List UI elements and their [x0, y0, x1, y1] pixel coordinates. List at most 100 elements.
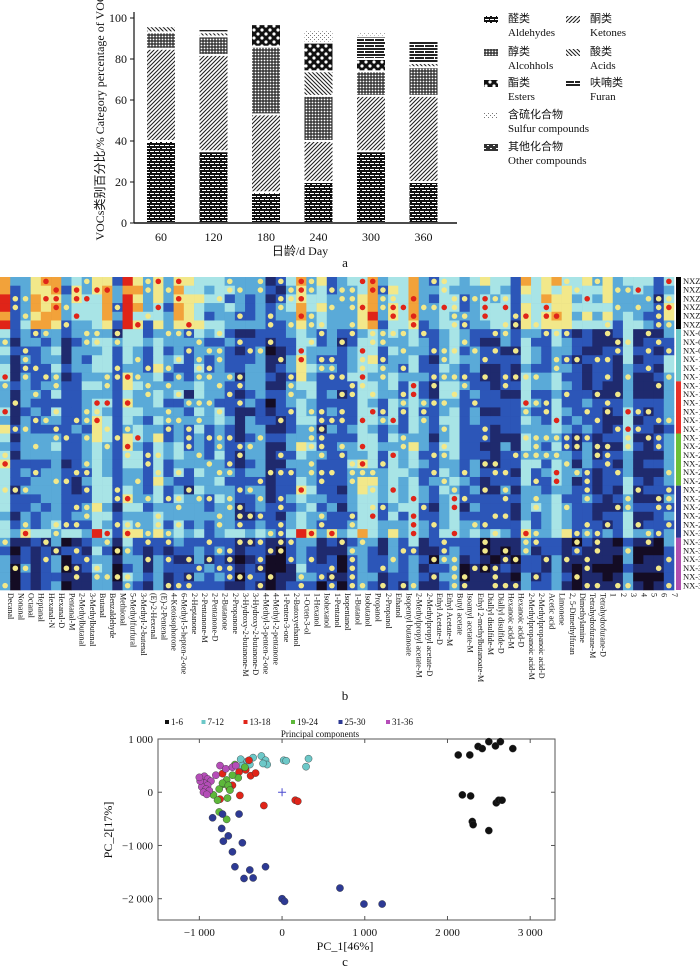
panel-c-xtick-label: −1 000 [184, 927, 215, 939]
heatmap-peak [359, 443, 366, 450]
heatmap-cell [91, 537, 103, 547]
heatmap-peak [329, 469, 335, 476]
heatmap-cell [510, 390, 522, 400]
heatmap-cell [439, 572, 450, 582]
heatmap-cell [40, 503, 52, 513]
heatmap-cell [20, 503, 31, 513]
heatmap-peak [22, 313, 29, 319]
heatmap-peak [451, 556, 458, 563]
heatmap-cell [255, 520, 266, 530]
heatmap-peak [247, 574, 253, 580]
heatmap-cell [428, 511, 440, 521]
heatmap-cell [551, 485, 562, 495]
heatmap-cell [20, 398, 31, 408]
heatmap-cell [153, 546, 164, 556]
heatmap-cell [377, 311, 389, 321]
heatmap-cell [153, 329, 164, 339]
heatmap-cell [91, 450, 103, 460]
heatmap-peak [216, 513, 223, 519]
heatmap-cell [347, 355, 358, 365]
heatmap-peak [186, 443, 192, 450]
heatmap-cell [633, 329, 644, 339]
heatmap-peak [410, 582, 417, 589]
heatmap-cell [245, 416, 256, 426]
heatmap-peak [22, 530, 29, 537]
heatmap-cell [388, 355, 399, 365]
heatmap-peak [318, 417, 325, 424]
heatmap-cell [20, 546, 31, 556]
heatmap-peak [390, 417, 396, 424]
heatmap-cell [643, 416, 654, 426]
heatmap-cell [428, 546, 440, 556]
heatmap-cell [592, 294, 603, 304]
heatmap-cell [520, 277, 532, 286]
heatmap-row-label: NXZ-05 [683, 311, 700, 321]
heatmap-cell [428, 363, 440, 373]
scatter-point-group-31-36 [216, 761, 224, 770]
heatmap-cell [388, 407, 399, 417]
heatmap-cell [204, 450, 215, 460]
heatmap-peak [12, 565, 19, 572]
heatmap-peak [237, 339, 243, 345]
heatmap-peak [441, 348, 448, 354]
heatmap-peak [339, 452, 345, 459]
heatmap-peak [237, 382, 243, 389]
heatmap-cell [582, 355, 593, 365]
heatmap-cell [234, 459, 246, 469]
heatmap-peak [359, 365, 366, 372]
heatmap-cell [132, 294, 144, 304]
heatmap-cell [285, 520, 297, 530]
heatmap-cell [275, 433, 287, 443]
heatmap-cell [183, 372, 195, 382]
scatter-point-group-19-24 [223, 794, 232, 802]
heatmap-peak [441, 278, 448, 285]
heatmap-peak [318, 330, 325, 337]
heatmap-peak [63, 435, 70, 441]
heatmap-cell [163, 294, 174, 304]
heatmap-cell [663, 572, 675, 582]
heatmap-peak [655, 435, 662, 441]
heatmap-cell [428, 424, 440, 434]
heatmap-cell [541, 537, 552, 547]
heatmap-cell [510, 285, 522, 295]
heatmap-cell [663, 407, 675, 417]
heatmap-peak [186, 582, 192, 589]
heatmap-peak [124, 374, 131, 380]
heatmap-column-label: Hexanal-N [47, 593, 56, 628]
heatmap-cell [377, 520, 389, 530]
heatmap-cell [30, 563, 42, 573]
panel-a-ytick-label: 60 [115, 93, 127, 107]
heatmap-cell [51, 468, 62, 478]
heatmap-cell [61, 285, 72, 295]
heatmap-cell [30, 529, 42, 539]
heatmap-cell [132, 277, 144, 286]
heatmap-cell [183, 537, 195, 547]
heatmap-cell [592, 459, 603, 469]
heatmap-cell [112, 398, 123, 408]
heatmap-cell [510, 485, 522, 495]
heatmap-peak [206, 348, 213, 354]
heatmap-cell [510, 537, 522, 547]
heatmap-peak [145, 365, 151, 372]
panel-c-ylabel: PC_2[17%] [101, 802, 115, 859]
heatmap-cell [408, 563, 419, 573]
heatmap-cell [653, 277, 665, 286]
bar-segment-sulfur-240 [304, 31, 333, 42]
heatmap-cell [326, 442, 338, 452]
heatmap-cell [490, 320, 501, 330]
heatmap-cell [418, 311, 430, 321]
heatmap-column-label: 6 [660, 593, 669, 597]
heatmap-cell [337, 485, 348, 495]
heatmap-cell [112, 390, 123, 400]
heatmap-peak [104, 443, 111, 450]
heatmap-peak [523, 374, 529, 380]
heatmap-cell [408, 363, 419, 373]
heatmap-cell [245, 520, 256, 530]
heatmap-cell [214, 372, 225, 382]
heatmap-cell [510, 468, 522, 478]
heatmap-cell [633, 320, 644, 330]
heatmap-cell [582, 329, 593, 339]
heatmap-cell [633, 363, 644, 373]
heatmap-cell [51, 563, 62, 573]
heatmap-cell [71, 442, 82, 452]
